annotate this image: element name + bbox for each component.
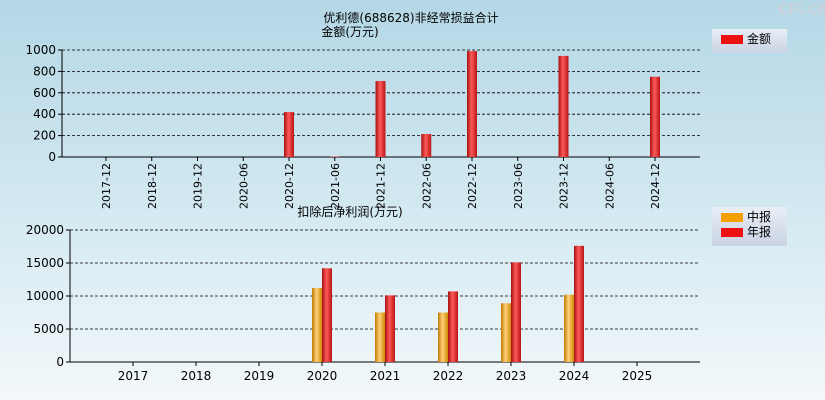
bar-amount xyxy=(421,133,432,157)
x-tick-label: 2021-06 xyxy=(329,163,342,209)
chart2-legend: 中报 年报 xyxy=(712,207,787,246)
x-tick-label: 2019-12 xyxy=(192,163,205,209)
bar-interim xyxy=(564,294,574,362)
y-tick-label: 10000 xyxy=(26,289,64,303)
y-tick-label: 400 xyxy=(33,107,56,121)
bar-annual xyxy=(511,262,521,362)
legend-item-interim: 中报 xyxy=(712,210,787,225)
x-tick-label: 2021 xyxy=(370,369,401,383)
y-tick-label: 0 xyxy=(48,150,56,164)
bar-interim xyxy=(501,303,511,362)
y-tick-label: 0 xyxy=(56,355,64,369)
bar-interim xyxy=(438,312,448,362)
legend-item-amount: 金额 xyxy=(712,32,787,47)
bar-annual xyxy=(385,295,395,362)
chart2-title: 扣除后净利润(万元) xyxy=(297,204,402,219)
x-tick-label: 2018-12 xyxy=(146,163,159,209)
y-tick-label: 20000 xyxy=(26,223,64,237)
bar-amount xyxy=(329,156,340,157)
y-tick-label: 1000 xyxy=(25,43,56,57)
bar-annual xyxy=(448,291,458,362)
x-tick-label: 2023 xyxy=(496,369,527,383)
x-tick-label: 2022 xyxy=(433,369,464,383)
bar-interim xyxy=(312,288,322,362)
y-tick-label: 600 xyxy=(33,86,56,100)
bar-amount xyxy=(284,112,294,157)
x-tick-label: 2020-06 xyxy=(237,163,250,209)
y-tick-label: 800 xyxy=(33,64,56,78)
legend-swatch-amount xyxy=(721,35,743,44)
legend-swatch-interim xyxy=(721,213,743,222)
x-tick-label: 2023-12 xyxy=(558,163,571,209)
bar-annual xyxy=(574,245,584,362)
x-tick-label: 2017-12 xyxy=(100,163,113,209)
bar-interim xyxy=(375,312,385,362)
bar-amount xyxy=(558,55,569,158)
x-tick-label: 2018 xyxy=(181,369,212,383)
x-tick-label: 2020 xyxy=(307,369,338,383)
x-tick-label: 2024-12 xyxy=(649,163,662,209)
x-tick-label: 2022-12 xyxy=(466,163,479,209)
x-tick-label: 2017 xyxy=(118,369,149,383)
x-tick-label: 2022-06 xyxy=(420,163,433,209)
x-tick-label: 2019 xyxy=(244,369,275,383)
bar-annual xyxy=(322,268,332,362)
chart1-legend: 金额 xyxy=(712,29,787,53)
bar-amount xyxy=(375,81,386,157)
y-tick-label: 15000 xyxy=(26,256,64,270)
legend-swatch-annual xyxy=(721,228,743,237)
x-tick-label: 2021-12 xyxy=(375,163,388,209)
bar-amount xyxy=(650,76,660,157)
chart1-ylabel: 金额(万元) xyxy=(321,24,378,39)
x-tick-label: 2024 xyxy=(559,369,590,383)
legend-item-annual: 年报 xyxy=(712,225,787,240)
bar-amount xyxy=(467,51,477,157)
y-tick-label: 200 xyxy=(33,129,56,143)
chart1-title: 优利德(688628)非经常损益合计 xyxy=(323,10,498,25)
legend-label-amount: 金额 xyxy=(747,32,772,46)
x-tick-label: 2025 xyxy=(622,369,653,383)
y-tick-label: 5000 xyxy=(33,322,64,336)
legend-label-interim: 中报 xyxy=(747,210,772,224)
x-tick-label: 2024-06 xyxy=(603,163,616,209)
watermark-logo: CFi.CN xyxy=(778,2,825,18)
x-tick-label: 2020-12 xyxy=(283,163,296,209)
legend-label-annual: 年报 xyxy=(747,225,772,239)
x-tick-label: 2023-06 xyxy=(512,163,525,209)
